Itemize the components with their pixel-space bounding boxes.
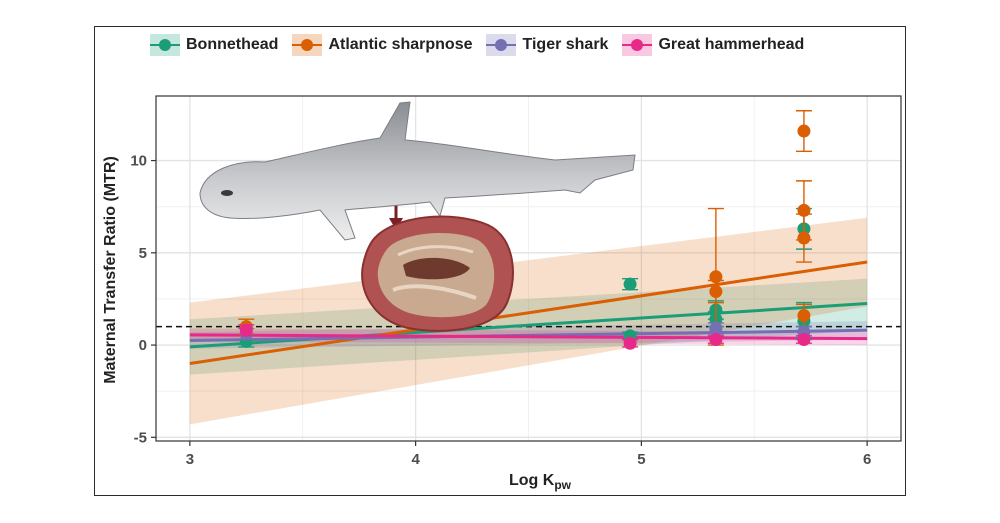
- data-point: [709, 285, 723, 299]
- plot-border: [155, 95, 902, 442]
- x-tick-label: 3: [186, 451, 194, 468]
- legend-key-atlantic-sharpnose: [292, 34, 323, 56]
- y-tick-label: 5: [139, 245, 147, 262]
- data-point: [797, 124, 811, 138]
- y-axis-title: Maternal Transfer Ratio (MTR): [102, 156, 119, 384]
- data-point: [623, 277, 637, 291]
- y-tick-label: -5: [134, 429, 147, 446]
- data-point: [797, 231, 811, 245]
- x-tick-label: 4: [411, 451, 420, 468]
- y-tick-label: 10: [130, 153, 147, 170]
- fit-line: [189, 260, 868, 365]
- legend-label: Tiger shark: [522, 36, 609, 53]
- legend: Bonnethead Atlantic sharpnose Tiger shar…: [150, 32, 804, 58]
- data-point: [797, 333, 811, 347]
- shark-illustration: [199, 101, 636, 241]
- x-axis-title: Log Kpw: [509, 472, 571, 493]
- data-point: [709, 333, 723, 347]
- legend-item-great-hammerhead: Great hammerhead: [622, 34, 804, 56]
- x-tick-label: 6: [863, 451, 871, 468]
- legend-key-great-hammerhead: [622, 34, 653, 56]
- x-tick-label: 5: [637, 451, 645, 468]
- stomach-contents-illustration: [361, 215, 514, 332]
- data-point: [797, 309, 811, 323]
- y-tick-label: 0: [139, 337, 147, 354]
- legend-label: Atlantic sharpnose: [328, 36, 473, 53]
- legend-item-tiger-shark: Tiger shark: [486, 34, 608, 56]
- data-point: [623, 336, 637, 350]
- legend-key-bonnethead: [150, 34, 180, 56]
- confidence-band: [189, 217, 868, 425]
- legend-item-bonnethead: Bonnethead: [150, 34, 278, 56]
- figure-frame: [94, 26, 906, 496]
- legend-key-tiger-shark: [486, 34, 517, 56]
- data-point: [239, 323, 253, 337]
- legend-label: Great hammerhead: [658, 36, 805, 53]
- data-point: [709, 321, 723, 335]
- legend-label: Bonnethead: [186, 36, 279, 53]
- fit-line: [189, 333, 868, 341]
- legend-item-atlantic-sharpnose: Atlantic sharpnose: [292, 34, 472, 56]
